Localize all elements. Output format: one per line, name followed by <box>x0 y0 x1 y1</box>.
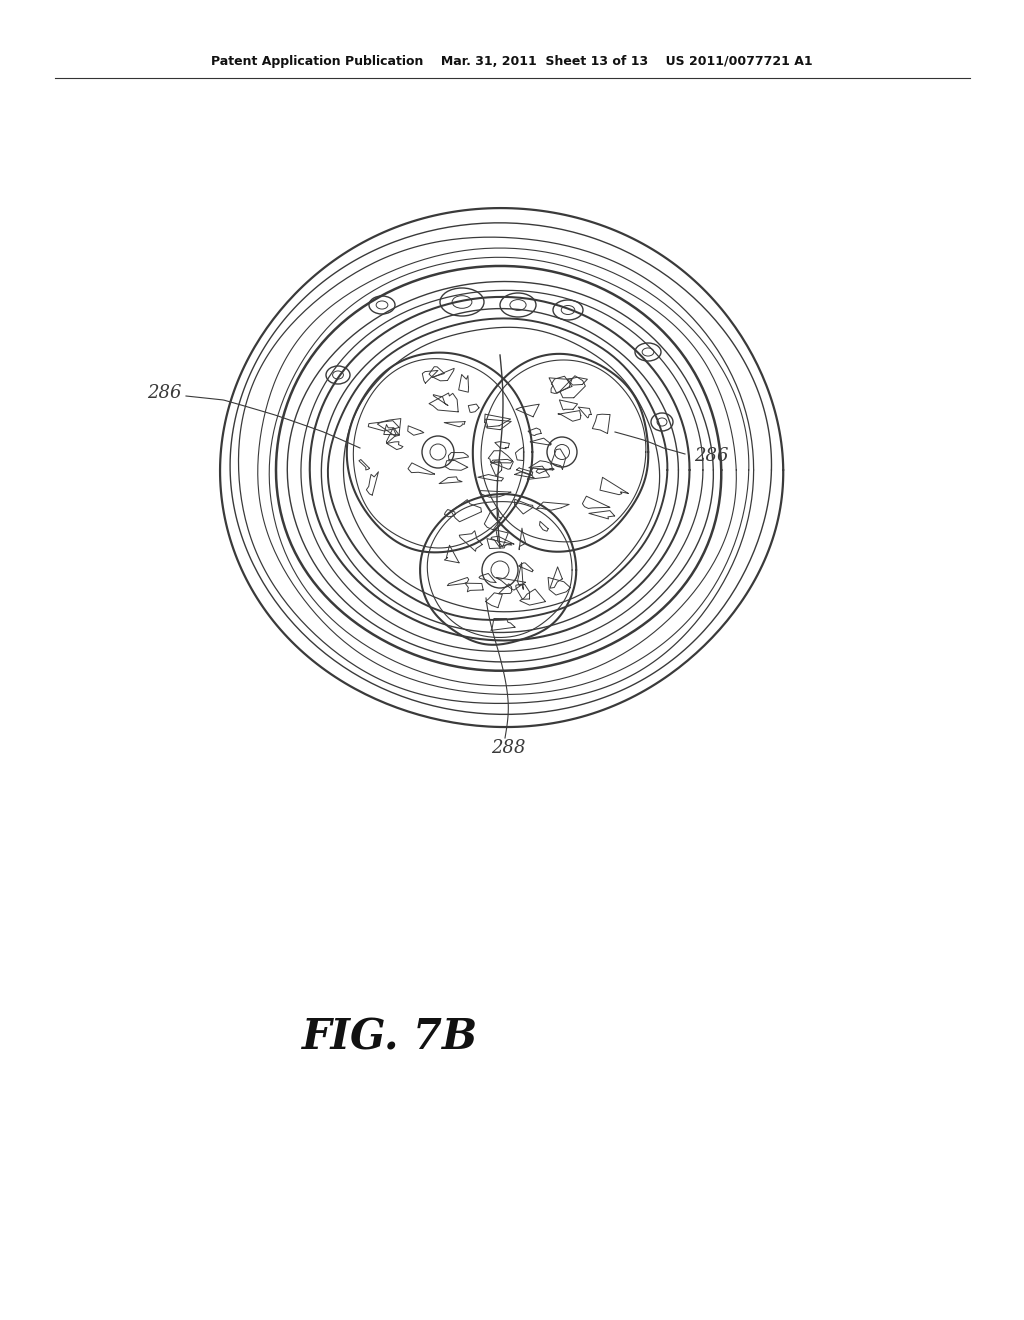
Text: 286: 286 <box>147 384 182 403</box>
Text: 286: 286 <box>694 447 728 465</box>
Text: Patent Application Publication    Mar. 31, 2011  Sheet 13 of 13    US 2011/00777: Patent Application Publication Mar. 31, … <box>211 55 813 69</box>
Text: FIG. 7B: FIG. 7B <box>302 1016 478 1059</box>
Text: 288: 288 <box>490 739 525 756</box>
